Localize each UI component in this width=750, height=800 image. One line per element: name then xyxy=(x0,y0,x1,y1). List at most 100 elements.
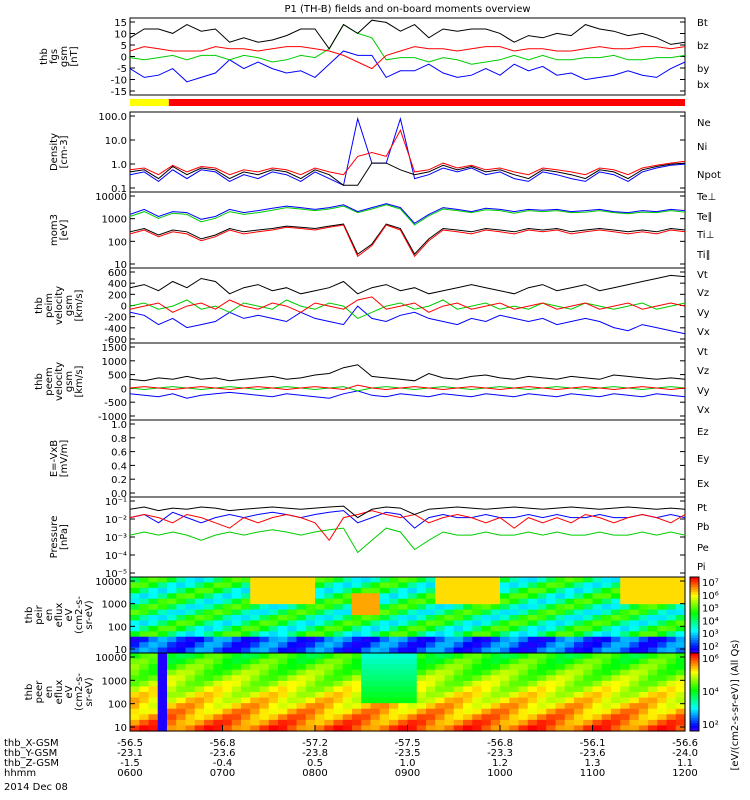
spectrogram-cell xyxy=(527,625,538,632)
spectrogram-cell xyxy=(407,593,418,600)
spectrogram-cell xyxy=(361,714,372,721)
spectrogram-cell xyxy=(638,587,649,594)
spectrogram-cell xyxy=(139,708,150,715)
spectrogram-cell xyxy=(629,647,640,654)
spectrogram-cell xyxy=(546,680,557,688)
spectrogram-cell xyxy=(157,625,168,632)
spectrogram-cell xyxy=(426,658,436,665)
spectrogram-cell xyxy=(352,647,362,654)
y-tick-label: 10000 xyxy=(95,653,127,664)
spectrogram-cell xyxy=(629,714,640,721)
spectrogram-cell xyxy=(629,587,640,594)
spectrogram-cell xyxy=(139,714,150,721)
spectrogram-cell xyxy=(435,714,446,721)
spectrogram-cell xyxy=(407,642,418,649)
spectrogram-cell xyxy=(675,604,686,611)
y-tick-label: 0.4 xyxy=(111,461,127,472)
spectrogram-cell xyxy=(324,680,335,688)
spectrogram-cell xyxy=(518,631,529,638)
x-row-label: thb_Z-GSM xyxy=(4,758,59,769)
spectrogram-cell xyxy=(176,708,187,715)
spectrogram-cell xyxy=(185,577,196,584)
spectrogram-cell xyxy=(250,708,261,715)
spectrogram-cell xyxy=(213,587,224,594)
spectrogram-cell xyxy=(250,686,261,693)
spectrogram-cell xyxy=(611,615,621,622)
spectrogram-cell xyxy=(361,669,372,676)
spectrogram-cell xyxy=(657,587,668,594)
spectrogram-cell xyxy=(564,647,575,654)
spectrogram-cell xyxy=(629,675,640,682)
spectrogram-cell xyxy=(629,692,640,699)
spectrogram-cell xyxy=(481,593,492,600)
legend-label: by xyxy=(697,64,709,75)
spectrogram-cell xyxy=(509,653,520,660)
spectrogram-cell xyxy=(259,664,270,671)
spectrogram-cell xyxy=(324,631,335,638)
spectrogram-cell xyxy=(583,725,594,732)
spectrogram-cell xyxy=(370,703,381,710)
spectrogram-cell xyxy=(342,675,353,682)
spectrogram-cell xyxy=(157,680,168,688)
spectrogram-cell xyxy=(213,669,224,676)
y-axis-label: velocity xyxy=(54,286,65,325)
spectrogram-cell xyxy=(546,631,557,638)
spectrogram-cell xyxy=(546,725,557,732)
spectrogram-cell xyxy=(592,604,603,611)
spectrogram-cell xyxy=(629,604,640,611)
spectrogram-cell xyxy=(453,631,464,638)
spectrogram-cell xyxy=(204,692,214,699)
spectrogram-cell xyxy=(592,669,603,676)
spectrogram-cell xyxy=(213,636,224,643)
spectrogram-cell xyxy=(583,680,594,688)
spectrogram-cell xyxy=(204,703,214,710)
spectrogram-cell xyxy=(176,582,187,589)
x-tick-label: -56.6 xyxy=(672,738,698,749)
spectrogram-cell xyxy=(167,609,177,616)
spectrogram-cell xyxy=(629,582,640,589)
spectrogram-cell xyxy=(601,625,612,632)
spectrogram-cell xyxy=(435,642,446,649)
spectrogram-cell xyxy=(416,719,427,727)
spectrogram-cell xyxy=(509,625,520,632)
spectrogram-cell xyxy=(342,714,353,721)
spectrogram-cell xyxy=(583,658,594,665)
spectrogram-cell xyxy=(490,708,501,715)
y-tick-label: 400 xyxy=(108,279,127,290)
spectrogram-cell xyxy=(148,636,159,643)
spectrogram-cell xyxy=(435,593,446,600)
y-axis-label: (cm2-s- xyxy=(74,673,85,711)
spectrogram-cell xyxy=(231,620,242,627)
spectrogram-cell xyxy=(130,697,140,704)
spectrogram-cell xyxy=(287,703,298,710)
spectrogram-cell xyxy=(139,620,150,627)
spectrogram-cell xyxy=(241,620,251,627)
spectrogram-cell xyxy=(453,609,464,616)
spectrogram-cell xyxy=(222,653,233,660)
spectrogram-cell xyxy=(324,658,335,665)
spectrogram-cell xyxy=(426,692,436,699)
spectrogram-cell xyxy=(324,615,335,622)
spectrogram-cell xyxy=(463,604,473,611)
legend-label: Vt xyxy=(697,270,708,281)
spectrogram-cell xyxy=(148,725,159,732)
spectrogram-cell xyxy=(648,620,658,627)
spectrogram-cell xyxy=(324,675,335,682)
spectrogram-cell xyxy=(435,582,446,589)
spectrogram-cell xyxy=(481,714,492,721)
spectrogram-cell xyxy=(148,669,159,676)
spectrogram-cell xyxy=(352,593,362,600)
spectrogram-cell xyxy=(148,642,159,649)
spectrogram-cell xyxy=(204,587,214,594)
spectrogram-cell xyxy=(592,725,603,732)
spectrogram-cell xyxy=(296,620,307,627)
spectrogram-cell xyxy=(435,719,446,727)
spectrogram-cell xyxy=(167,675,177,682)
spectrogram-cell xyxy=(453,664,464,671)
spectrogram-cell xyxy=(500,631,510,638)
spectrogram-cell xyxy=(509,598,520,605)
spectrogram-cell xyxy=(185,692,196,699)
spectrogram-cell xyxy=(259,604,270,611)
legend-label: Pi xyxy=(697,562,706,573)
spectrogram-cell xyxy=(213,725,224,732)
